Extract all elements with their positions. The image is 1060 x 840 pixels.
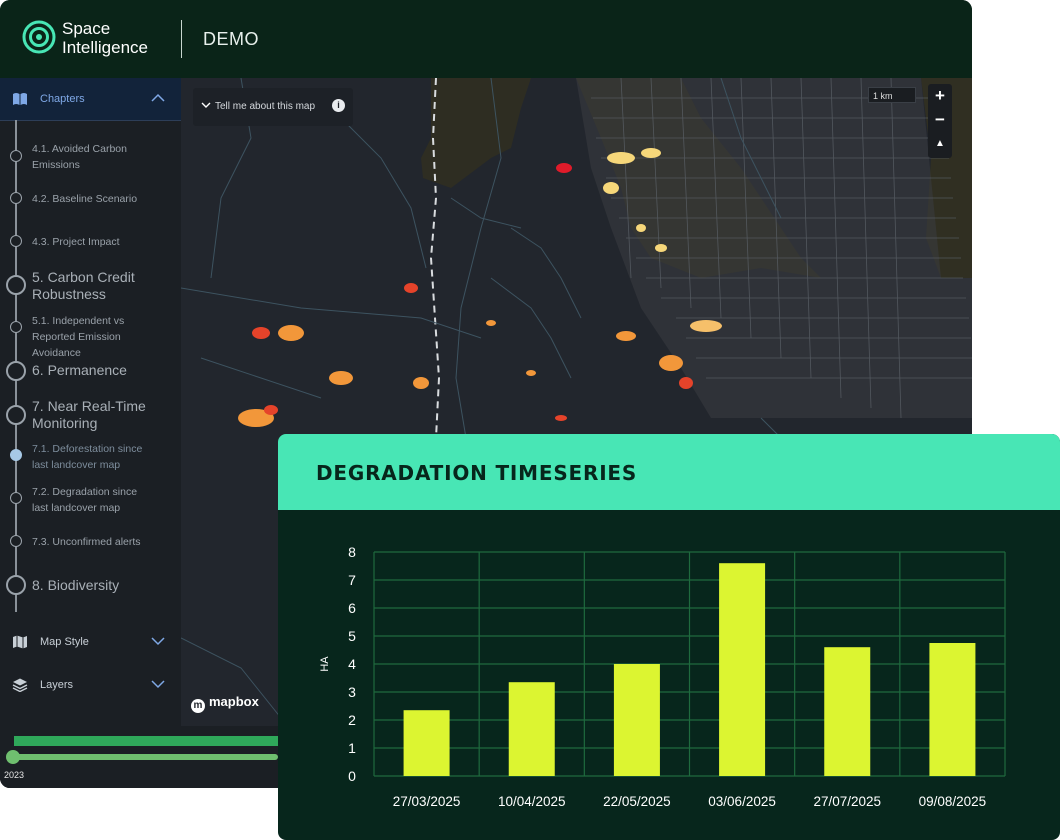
mapbox-logo-icon: m bbox=[191, 699, 205, 713]
chapter-item-5[interactable]: 5. Carbon Credit Robustness bbox=[32, 269, 135, 302]
y-tick-label: 8 bbox=[348, 544, 356, 560]
chapter-dot bbox=[6, 405, 26, 425]
demo-label: DEMO bbox=[203, 29, 259, 49]
bar bbox=[719, 563, 766, 776]
y-tick-label: 2 bbox=[348, 712, 356, 728]
chapter-dot bbox=[10, 235, 22, 247]
chapter-dot bbox=[10, 150, 22, 162]
bar bbox=[613, 664, 660, 776]
book-icon bbox=[13, 93, 27, 105]
y-tick-label: 3 bbox=[348, 684, 356, 700]
y-tick-label: 0 bbox=[348, 768, 356, 784]
brand-line-1: Space bbox=[62, 19, 111, 38]
timeline-year: 2023 bbox=[4, 770, 25, 780]
chapter-dot bbox=[6, 361, 26, 381]
chevron-down-icon[interactable] bbox=[150, 678, 166, 690]
chapter-item-7[interactable]: 7. Near Real-Time Monitoring bbox=[32, 398, 146, 431]
chapter-item-4-3[interactable]: 4.3. Project Impact bbox=[32, 236, 120, 248]
x-tick-label: 22/05/2025 bbox=[603, 794, 671, 809]
chapter-item-6[interactable]: 6. Permanence bbox=[32, 362, 127, 378]
zoom-control: + − ▲ bbox=[928, 84, 952, 158]
tell-me-button[interactable]: Tell me about this map i bbox=[193, 88, 353, 126]
compass-button[interactable]: ▲ bbox=[935, 138, 945, 149]
zoom-out-button[interactable]: − bbox=[935, 110, 945, 129]
chapter-dot-active bbox=[10, 449, 22, 461]
brand-line-2: Intelligence bbox=[62, 38, 149, 57]
degradation-bar-chart: 0 1 2 3 4 5 6 7 8 27/03/2025 10/04/2025 22/05/2025 0… bbox=[319, 544, 1006, 809]
bar bbox=[403, 710, 450, 776]
chapter-item-7-1[interactable]: 7.1. Deforestation since last landcover … bbox=[32, 443, 143, 471]
tell-me-label: Tell me about this map bbox=[215, 101, 316, 112]
chapter-dot bbox=[10, 535, 22, 547]
y-tick-label: 4 bbox=[348, 656, 356, 672]
chapter-item-4-2[interactable]: 4.2. Baseline Scenario bbox=[32, 193, 138, 205]
chevron-up-icon[interactable] bbox=[150, 92, 166, 104]
map-icon bbox=[13, 635, 27, 649]
mapbox-label: mapbox bbox=[209, 694, 259, 709]
chevron-down-icon[interactable] bbox=[150, 635, 166, 647]
map-canvas[interactable] bbox=[181, 78, 972, 788]
layers-label: Layers bbox=[40, 679, 74, 691]
zoom-in-button[interactable]: + bbox=[935, 86, 945, 105]
degradation-card: DEGRADATION TIMESERIES 0 1 2 3 4 5 6 7 8 27/03/20… bbox=[278, 434, 1060, 840]
y-axis-label: HA bbox=[319, 656, 331, 672]
x-tick-label: 10/04/2025 bbox=[498, 794, 566, 809]
mapbox-attribution[interactable]: m mapbox bbox=[191, 694, 259, 713]
chapter-item-5-1[interactable]: 5.1. Independent vs Reported Emission Av… bbox=[32, 315, 125, 359]
y-tick-label: 5 bbox=[348, 628, 356, 644]
y-tick-label: 1 bbox=[348, 740, 356, 756]
map-style-label: Map Style bbox=[40, 636, 89, 648]
map-scale: 1 km bbox=[868, 87, 916, 103]
card-header: DEGRADATION TIMESERIES bbox=[278, 434, 1060, 510]
chapter-item-4-1[interactable]: 4.1. Avoided Carbon Emissions bbox=[32, 143, 127, 171]
chapters-header[interactable]: Chapters bbox=[0, 78, 181, 121]
x-tick-label: 03/06/2025 bbox=[708, 794, 776, 809]
y-tick-label: 6 bbox=[348, 600, 356, 616]
chapter-item-7-3[interactable]: 7.3. Unconfirmed alerts bbox=[32, 536, 141, 548]
info-icon[interactable]: i bbox=[332, 99, 345, 112]
layers-section[interactable]: Layers bbox=[0, 665, 181, 705]
card-title: DEGRADATION TIMESERIES bbox=[316, 461, 638, 485]
header-divider bbox=[181, 20, 182, 58]
chapter-dot bbox=[6, 275, 26, 295]
chevron-down-icon bbox=[201, 102, 211, 108]
timeline-slider-track[interactable] bbox=[14, 754, 278, 760]
header: Space Intelligence DEMO bbox=[0, 0, 972, 78]
bar bbox=[929, 643, 976, 776]
map-style-section[interactable]: Map Style bbox=[0, 622, 181, 662]
timeline-range-bar[interactable] bbox=[14, 736, 278, 746]
y-tick-label: 7 bbox=[348, 572, 356, 588]
chapter-item-7-2[interactable]: 7.2. Degradation since last landcover ma… bbox=[32, 486, 138, 514]
chapter-dot bbox=[10, 192, 22, 204]
chapter-dot bbox=[10, 321, 22, 333]
timeline-slider-handle[interactable] bbox=[6, 750, 20, 764]
chapter-dot bbox=[6, 575, 26, 595]
brand-name: Space Intelligence bbox=[62, 19, 148, 57]
x-tick-label: 27/07/2025 bbox=[813, 794, 881, 809]
sidebar: Chapters 4.1. Avoided Carbon Emissions 4… bbox=[0, 78, 181, 788]
chapter-dot bbox=[10, 492, 22, 504]
space-intelligence-logo-icon bbox=[22, 20, 56, 54]
bar bbox=[824, 647, 871, 776]
chapter-item-8[interactable]: 8. Biodiversity bbox=[32, 577, 120, 593]
chapters-label: Chapters bbox=[40, 93, 85, 105]
x-tick-label: 09/08/2025 bbox=[919, 794, 987, 809]
bar bbox=[508, 682, 555, 776]
layers-icon bbox=[12, 678, 28, 692]
x-tick-label: 27/03/2025 bbox=[393, 794, 461, 809]
